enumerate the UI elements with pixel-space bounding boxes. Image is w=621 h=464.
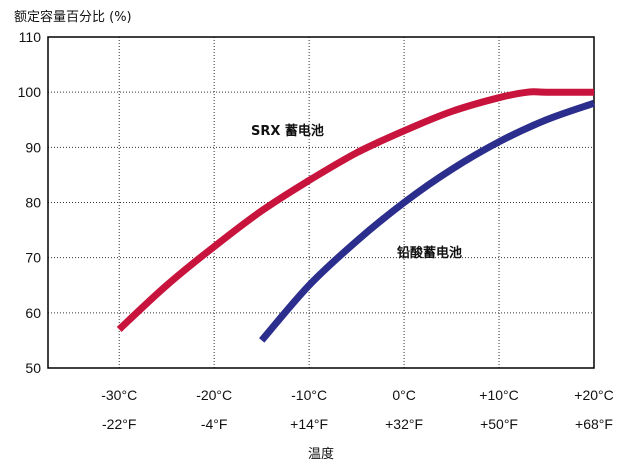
x-tick-label-fahrenheit: +50°F: [480, 416, 518, 432]
y-tick-label: 100: [18, 84, 42, 100]
y-tick-label: 70: [25, 250, 41, 266]
x-ticks: -30°C -22°F -20°C -4°F -10°C +14°F 0°C +32°F +10…: [101, 387, 613, 432]
x-tick-label-fahrenheit: -22°F: [102, 416, 136, 432]
y-tick-label: 50: [25, 360, 41, 376]
x-tick-label-celsius: -20°C: [196, 387, 232, 403]
x-tick-label-celsius: 0°C: [392, 387, 416, 403]
series-lines: [116, 88, 596, 343]
y-tick-label: 110: [19, 29, 42, 45]
x-tick-label-fahrenheit: +68°F: [575, 416, 613, 432]
y-ticks: 50 60 70 80 90 100 110: [18, 29, 42, 376]
x-tick-label-celsius: +20°C: [574, 387, 613, 403]
series-line-srx: [116, 88, 594, 332]
x-tick-label-celsius: -30°C: [101, 387, 137, 403]
x-tick-label-celsius: +10°C: [479, 387, 518, 403]
y-tick-label: 80: [25, 195, 41, 211]
x-tick-label-celsius: -10°C: [291, 387, 327, 403]
plot-frame: [47, 36, 595, 369]
x-tick-label-fahrenheit: -4°F: [201, 416, 228, 432]
y-axis-label: 额定容量百分比 (%): [14, 9, 132, 25]
x-tick-label-fahrenheit: +14°F: [290, 416, 328, 432]
x-tick-label-fahrenheit: +32°F: [385, 416, 423, 432]
series-label-srx: SRX 蓄电池: [251, 123, 324, 139]
series-line-lead-acid: [259, 99, 596, 343]
series-label-lead-acid: 铅酸蓄电池: [397, 245, 462, 261]
y-tick-label: 90: [25, 139, 41, 155]
y-tick-label: 60: [25, 305, 41, 321]
x-axis-label: 温度: [308, 446, 334, 462]
